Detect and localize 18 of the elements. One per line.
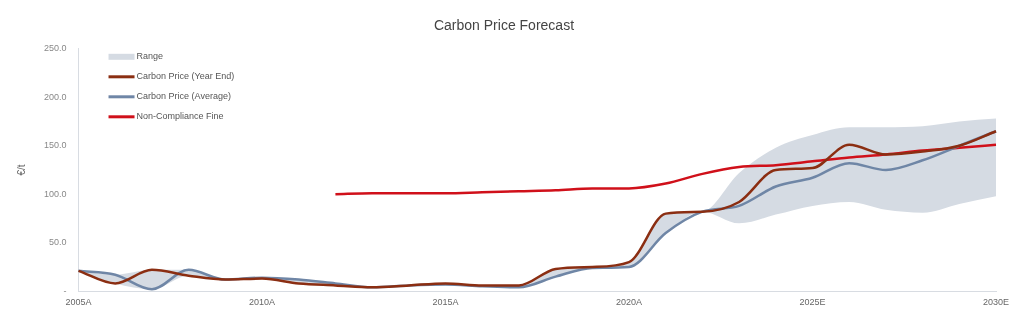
legend-label: Carbon Price (Average) <box>136 91 231 102</box>
x-tick-label: 2005A <box>65 297 92 308</box>
y-tick-label: 250.0 <box>43 43 67 54</box>
x-tick-label: 2020A <box>615 297 643 308</box>
y-tick-label: 50.0 <box>48 237 67 248</box>
x-tick-label: 2025E <box>799 297 826 308</box>
x-tick-label: 2010A <box>249 297 276 308</box>
legend-label: Non-Compliance Fine <box>136 111 224 122</box>
legend-label: Range <box>136 51 164 62</box>
y-axis-title: €/t <box>15 164 27 176</box>
y-tick-label: 200.0 <box>43 91 67 102</box>
x-tick-label: 2015A <box>432 297 459 308</box>
chart-title: Carbon Price Forecast <box>433 17 575 34</box>
x-tick-label: 2030E <box>982 297 1010 308</box>
legend-label: Carbon Price (Year End) <box>136 71 235 82</box>
y-tick-label: 150.0 <box>43 140 67 151</box>
y-tick-label: 100.0 <box>43 188 67 199</box>
y-tick-label: - <box>63 285 67 296</box>
